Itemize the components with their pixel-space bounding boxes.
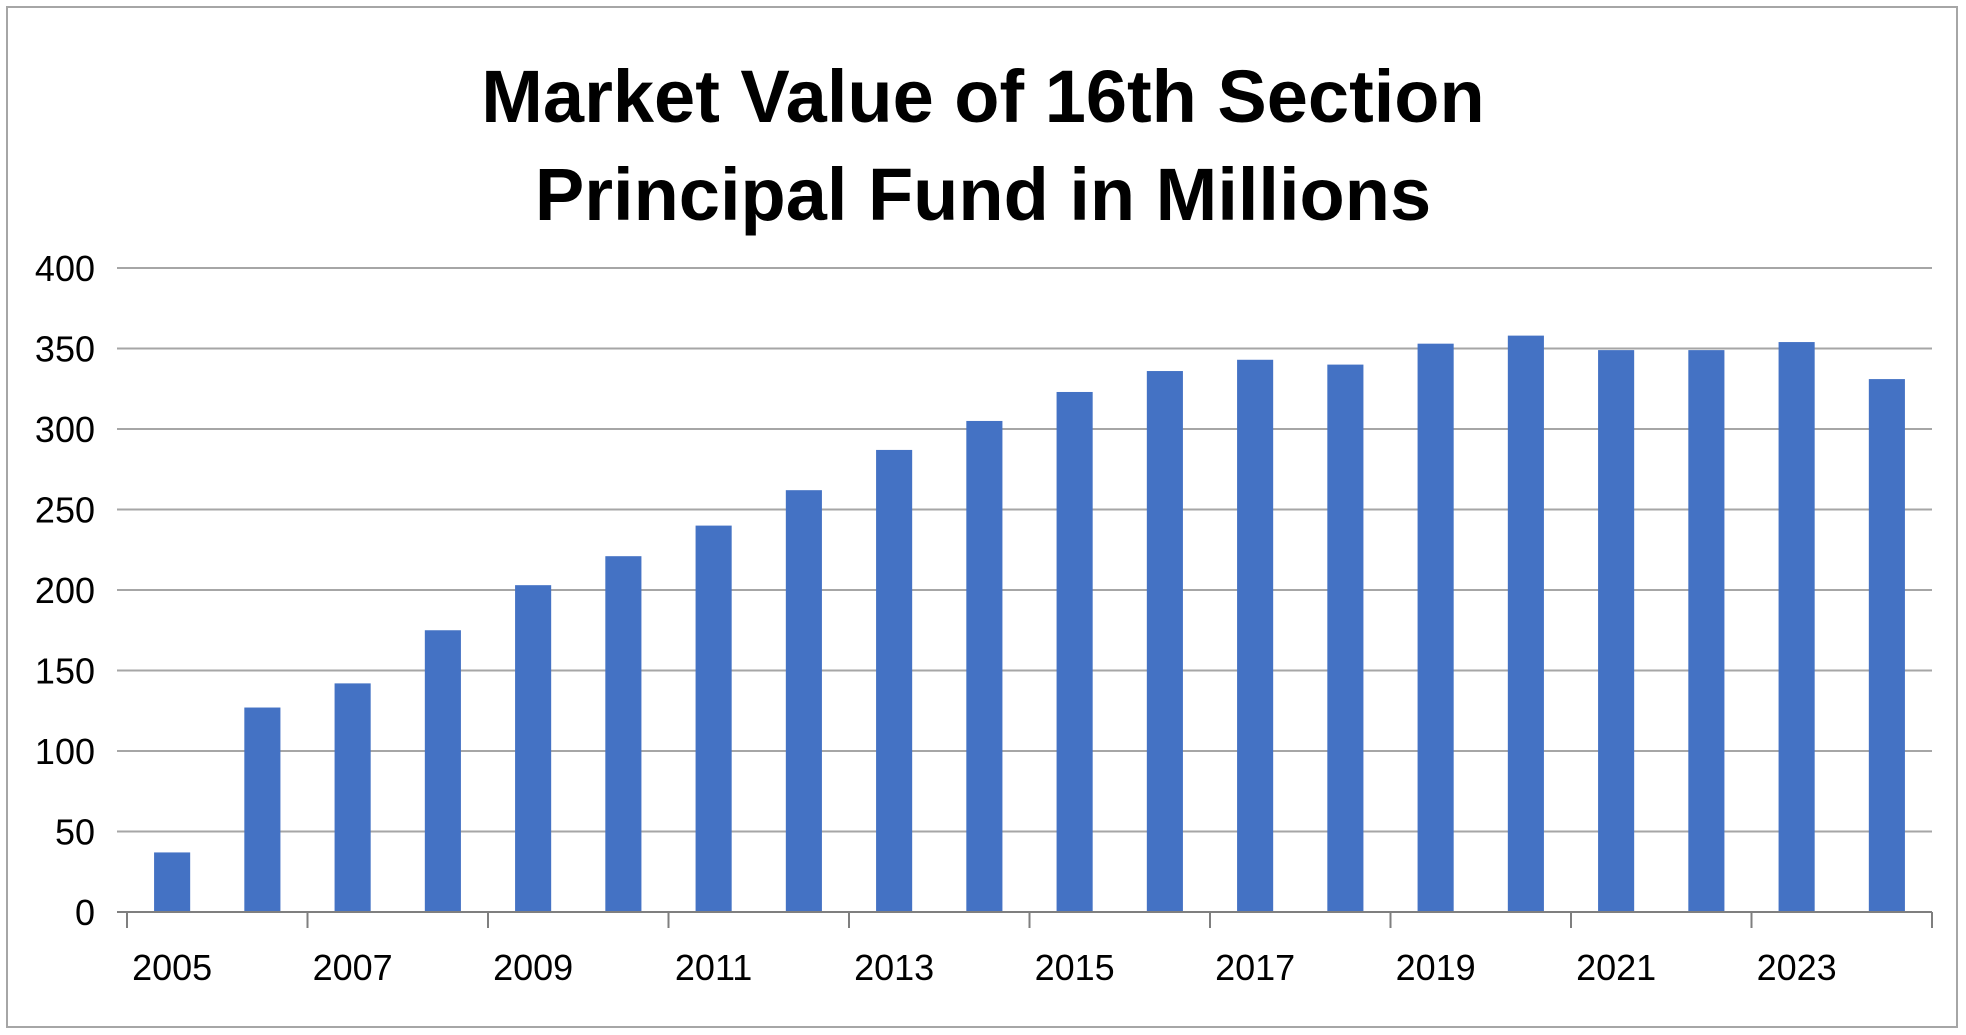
gridlines <box>117 267 1932 833</box>
y-tick-label: 100 <box>35 731 95 772</box>
x-tick-label: 2009 <box>493 947 573 988</box>
bar-2019 <box>1417 343 1454 912</box>
bar-2014 <box>966 420 1003 912</box>
chart-title: Market Value of 16th Section Principal F… <box>0 48 1966 244</box>
bar-2013 <box>876 449 913 912</box>
x-tick-label: 2021 <box>1576 947 1656 988</box>
y-tick-label: 0 <box>75 892 95 933</box>
y-tick-label: 250 <box>35 490 95 531</box>
y-tick-label: 150 <box>35 651 95 692</box>
y-tick-label: 50 <box>55 812 95 853</box>
y-tick-labels: 0 50 100 150 200 250 300 350 400 <box>35 248 95 933</box>
y-tick-label: 200 <box>35 570 95 611</box>
bars <box>154 335 1905 913</box>
bar-2021 <box>1598 350 1635 912</box>
x-tick-label: 2011 <box>675 947 752 988</box>
x-tick-labels: 2005 2007 2009 2011 2013 2015 2017 2019 2021 2023 <box>132 947 1837 988</box>
bar-2007 <box>334 683 371 912</box>
y-tick-label: 300 <box>35 409 95 450</box>
bar-2022 <box>1688 350 1725 912</box>
x-tick-label: 2017 <box>1215 947 1295 988</box>
bar-2008 <box>424 630 461 912</box>
y-tick-label: 400 <box>35 248 95 289</box>
x-tick-label: 2007 <box>313 947 393 988</box>
x-tick-label: 2023 <box>1757 947 1837 988</box>
bar-2015 <box>1056 391 1093 913</box>
bar-2006 <box>244 707 281 912</box>
bar-2005 <box>154 852 191 912</box>
bar-2010 <box>605 556 642 912</box>
bar-2024 <box>1868 379 1905 913</box>
y-tick-label: 350 <box>35 329 95 370</box>
chart-title-line-2: Principal Fund in Millions <box>534 153 1432 236</box>
chart-title-line-1: Market Value of 16th Section <box>481 55 1485 138</box>
bar-2023 <box>1778 342 1815 912</box>
bar-2011 <box>695 525 732 912</box>
bar-2016 <box>1146 371 1183 912</box>
x-axis <box>117 911 1933 928</box>
x-tick-label: 2015 <box>1035 947 1115 988</box>
bar-2020 <box>1507 335 1544 912</box>
bar-2009 <box>515 585 552 912</box>
bar-2017 <box>1237 359 1274 912</box>
x-tick-label: 2005 <box>132 947 212 988</box>
bar-2018 <box>1327 364 1364 913</box>
bar-2012 <box>785 490 822 912</box>
x-tick-label: 2019 <box>1396 947 1476 988</box>
x-tick-label: 2013 <box>854 947 934 988</box>
